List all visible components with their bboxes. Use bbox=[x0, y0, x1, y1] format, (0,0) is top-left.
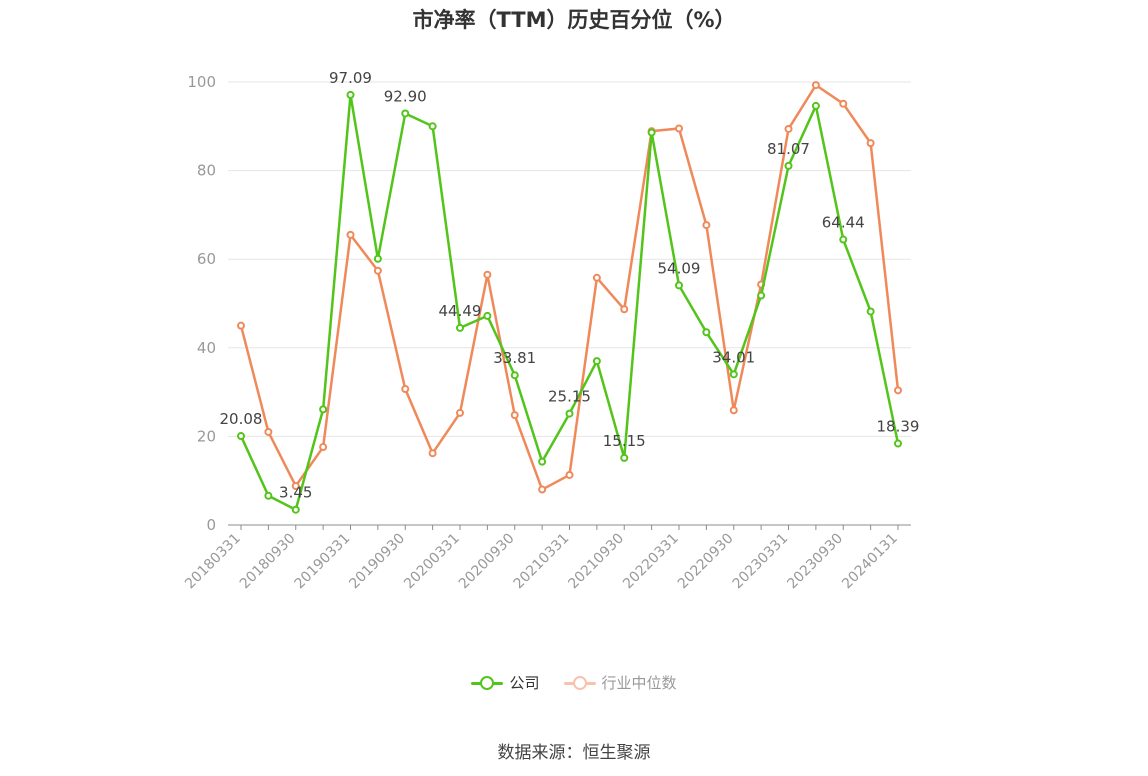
data-source: 数据来源：恒生聚源 bbox=[497, 743, 651, 763]
data-label: 33.81 bbox=[493, 349, 536, 367]
data-label: 20.08 bbox=[220, 410, 263, 428]
point-industry bbox=[811, 81, 820, 90]
point-industry bbox=[510, 411, 519, 420]
x-tick-label: 20190331 bbox=[292, 531, 354, 593]
point-company bbox=[237, 432, 245, 441]
data-label: 97.09 bbox=[329, 69, 372, 87]
point-industry bbox=[894, 386, 902, 395]
data-labels: 20.08 3.45 97.09 92.90 44.49 33.81 25.15 15.15 5… bbox=[220, 69, 920, 502]
point-company bbox=[784, 161, 793, 170]
point-industry bbox=[839, 99, 848, 108]
y-tick-label: 100 bbox=[187, 73, 216, 91]
point-industry bbox=[620, 305, 629, 314]
point-company bbox=[483, 311, 492, 320]
point-company bbox=[291, 505, 300, 514]
y-tick-label: 60 bbox=[197, 250, 216, 268]
point-industry bbox=[346, 230, 355, 239]
x-tick-label: 20230331 bbox=[730, 531, 792, 593]
x-tick-label: 20190930 bbox=[346, 531, 408, 593]
legend-swatch-industry bbox=[563, 675, 596, 690]
x-axis: 2018033120180930201903312019093020200331… bbox=[182, 524, 911, 593]
x-tick-label: 20180930 bbox=[237, 531, 299, 593]
point-company bbox=[510, 371, 519, 380]
point-company bbox=[620, 453, 629, 462]
point-company bbox=[894, 439, 902, 448]
point-company bbox=[729, 370, 738, 379]
x-tick-label: 20210331 bbox=[511, 531, 573, 593]
data-label: 3.45 bbox=[279, 484, 312, 502]
chart-plot: 0 20 40 60 80 100 201803312018093020190331201… bbox=[182, 69, 920, 593]
point-company bbox=[538, 457, 547, 466]
data-label: 34.01 bbox=[712, 348, 755, 366]
point-industry bbox=[702, 221, 711, 230]
point-company bbox=[866, 307, 875, 316]
y-tick-label: 0 bbox=[206, 516, 216, 534]
point-company bbox=[592, 357, 601, 366]
data-label: 64.44 bbox=[822, 214, 865, 232]
legend-label-industry: 行业中位数 bbox=[601, 674, 677, 692]
x-tick-label: 20220331 bbox=[620, 531, 682, 593]
legend: 公司 行业中位数 bbox=[0, 672, 1148, 693]
legend-swatch-company bbox=[471, 675, 504, 690]
point-industry bbox=[291, 482, 300, 491]
point-company bbox=[675, 281, 683, 290]
point-industry bbox=[565, 470, 574, 479]
point-industry bbox=[538, 485, 547, 494]
data-label: 44.49 bbox=[439, 302, 482, 320]
point-industry bbox=[456, 408, 464, 417]
x-tick-label: 20180331 bbox=[182, 531, 244, 593]
x-tick-label: 20230930 bbox=[784, 531, 846, 593]
point-company bbox=[757, 291, 766, 300]
point-company bbox=[456, 323, 464, 332]
point-company bbox=[346, 90, 355, 99]
grid-lines bbox=[228, 81, 911, 437]
x-tick-label: 20220930 bbox=[675, 531, 737, 593]
y-axis: 0 20 40 60 80 100 bbox=[187, 73, 216, 534]
point-industry bbox=[428, 449, 437, 458]
point-industry bbox=[319, 443, 328, 452]
legend-item-company[interactable]: 公司 bbox=[471, 672, 540, 693]
x-tick-label: 20200331 bbox=[401, 531, 463, 593]
point-company bbox=[647, 128, 656, 137]
y-tick-label: 20 bbox=[197, 427, 216, 445]
point-company bbox=[565, 409, 574, 418]
data-label: 54.09 bbox=[658, 259, 701, 277]
point-company bbox=[811, 101, 820, 110]
data-label: 18.39 bbox=[877, 418, 920, 436]
x-tick-label: 20200930 bbox=[456, 531, 518, 593]
data-label: 92.90 bbox=[384, 87, 427, 105]
point-industry bbox=[866, 139, 875, 148]
x-tick-label: 20240131 bbox=[839, 531, 901, 593]
y-tick-label: 80 bbox=[197, 162, 216, 180]
point-company bbox=[702, 328, 711, 337]
point-company bbox=[839, 235, 848, 244]
legend-item-industry[interactable]: 行业中位数 bbox=[563, 672, 677, 693]
point-industry bbox=[729, 406, 738, 415]
point-industry bbox=[784, 124, 793, 133]
y-tick-label: 40 bbox=[197, 339, 216, 357]
point-company bbox=[319, 405, 328, 414]
point-company bbox=[428, 122, 437, 131]
point-industry bbox=[483, 270, 492, 279]
legend-label-company: 公司 bbox=[509, 674, 540, 692]
point-company bbox=[264, 491, 273, 500]
point-industry bbox=[237, 321, 245, 330]
point-industry bbox=[401, 384, 410, 393]
point-company bbox=[401, 109, 410, 118]
x-tick-label: 20210930 bbox=[565, 531, 627, 593]
point-industry bbox=[264, 427, 273, 436]
point-industry bbox=[373, 266, 382, 275]
point-company bbox=[373, 254, 382, 263]
series-lines bbox=[237, 81, 902, 514]
chart-title: 市净率（TTM）历史百分位（%） bbox=[412, 8, 736, 32]
data-label: 15.15 bbox=[603, 432, 646, 450]
data-label: 81.07 bbox=[767, 140, 810, 158]
point-industry bbox=[592, 273, 601, 282]
data-label: 25.15 bbox=[548, 388, 591, 406]
point-industry bbox=[675, 124, 683, 133]
